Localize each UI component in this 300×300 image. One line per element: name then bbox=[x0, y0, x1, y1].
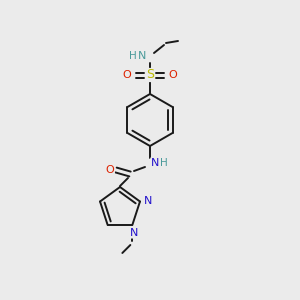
Text: N: N bbox=[130, 228, 139, 238]
Text: O: O bbox=[106, 165, 114, 175]
Text: O: O bbox=[123, 70, 131, 80]
Text: N: N bbox=[144, 196, 152, 206]
Text: N: N bbox=[138, 51, 146, 61]
Text: N: N bbox=[151, 158, 159, 168]
Text: S: S bbox=[146, 68, 154, 82]
Text: O: O bbox=[169, 70, 177, 80]
Text: H: H bbox=[160, 158, 168, 168]
Text: H: H bbox=[129, 51, 137, 61]
